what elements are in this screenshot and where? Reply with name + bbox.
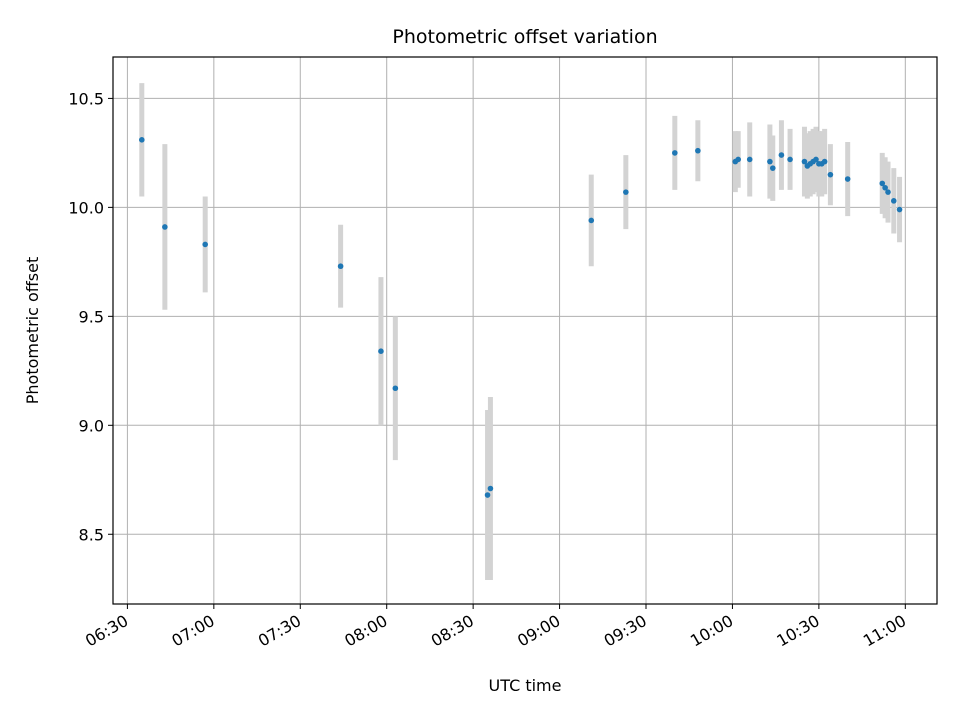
x-axis-title: UTC time xyxy=(489,676,562,695)
data-point xyxy=(746,156,753,163)
y-tick-label: 9.5 xyxy=(79,307,104,326)
data-point xyxy=(623,189,629,195)
data-point xyxy=(787,156,793,163)
data-point xyxy=(588,217,595,224)
data-point xyxy=(337,263,344,270)
data-point xyxy=(487,485,494,492)
y-tick-label: 9.0 xyxy=(79,416,104,435)
data-point xyxy=(879,180,886,187)
data-point xyxy=(827,171,834,178)
data-point xyxy=(778,152,785,158)
y-axis-title: Photometric offset xyxy=(23,257,42,405)
data-point xyxy=(801,158,808,165)
data-point xyxy=(844,176,851,182)
data-points xyxy=(139,137,903,498)
data-point xyxy=(378,348,384,355)
data-point xyxy=(392,385,399,392)
data-point xyxy=(813,156,819,163)
y-tick-label: 10.0 xyxy=(68,198,104,217)
data-point xyxy=(885,189,891,195)
data-point xyxy=(162,224,168,230)
data-point xyxy=(882,184,888,191)
data-point xyxy=(202,241,208,248)
data-point xyxy=(735,156,742,163)
chart-title: Photometric offset variation xyxy=(392,26,657,48)
data-point xyxy=(890,198,897,204)
y-tick-label: 8.5 xyxy=(79,525,104,544)
data-point xyxy=(896,206,903,213)
data-point xyxy=(821,158,828,165)
data-point xyxy=(769,165,776,171)
data-point xyxy=(484,492,491,498)
data-point xyxy=(695,147,701,154)
y-tick-label: 10.5 xyxy=(68,89,104,108)
data-point xyxy=(767,158,773,165)
data-point xyxy=(672,150,678,156)
plot-frame xyxy=(112,56,938,605)
data-point xyxy=(139,137,145,143)
